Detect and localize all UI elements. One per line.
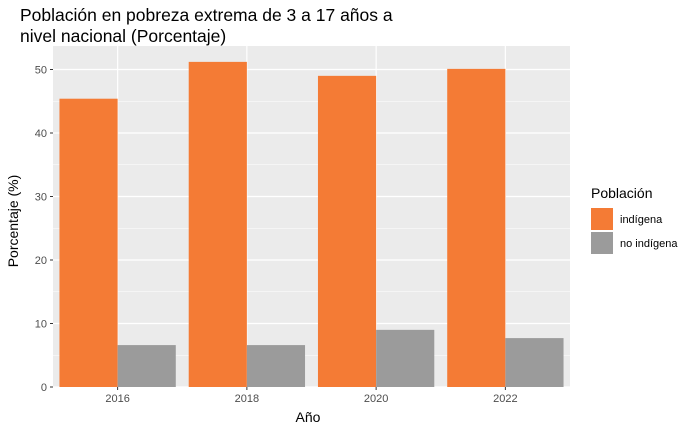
legend-key (591, 232, 613, 254)
chart-title-line-1: Población en pobreza extrema de 3 a 17 a… (20, 5, 393, 25)
legend-title: Población (591, 185, 653, 201)
legend-label: indígena (620, 214, 663, 226)
bar (246, 345, 306, 387)
bar (117, 345, 176, 387)
y-tick-label: 40 (35, 128, 47, 140)
bar (376, 329, 435, 387)
chart-title-line-2: nivel nacional (Porcentaje) (20, 26, 226, 46)
y-axis-title: Porcentaje (%) (5, 175, 21, 268)
bar (59, 98, 118, 387)
y-tick-label: 50 (35, 64, 47, 76)
x-tick-label: 2018 (235, 393, 259, 405)
y-tick-label: 10 (35, 318, 47, 330)
x-axis-title: Año (296, 409, 321, 425)
x-tick-label: 2016 (105, 393, 129, 405)
legend: Población indígena no indígena (591, 185, 678, 254)
y-tick-label: 30 (35, 191, 47, 203)
bar (317, 75, 377, 388)
x-tick-label: 2022 (493, 393, 517, 405)
bar (447, 68, 506, 387)
legend-key (591, 208, 613, 230)
y-tick-label: 20 (35, 255, 47, 267)
bar (505, 338, 564, 387)
x-tick-label: 2020 (364, 393, 388, 405)
plot-area: 0 10 20 30 40 50 2016 2018 2020 2022 (35, 46, 570, 405)
y-tick-label: 0 (41, 382, 47, 394)
bar (188, 61, 247, 387)
legend-label: no indígena (620, 238, 678, 250)
